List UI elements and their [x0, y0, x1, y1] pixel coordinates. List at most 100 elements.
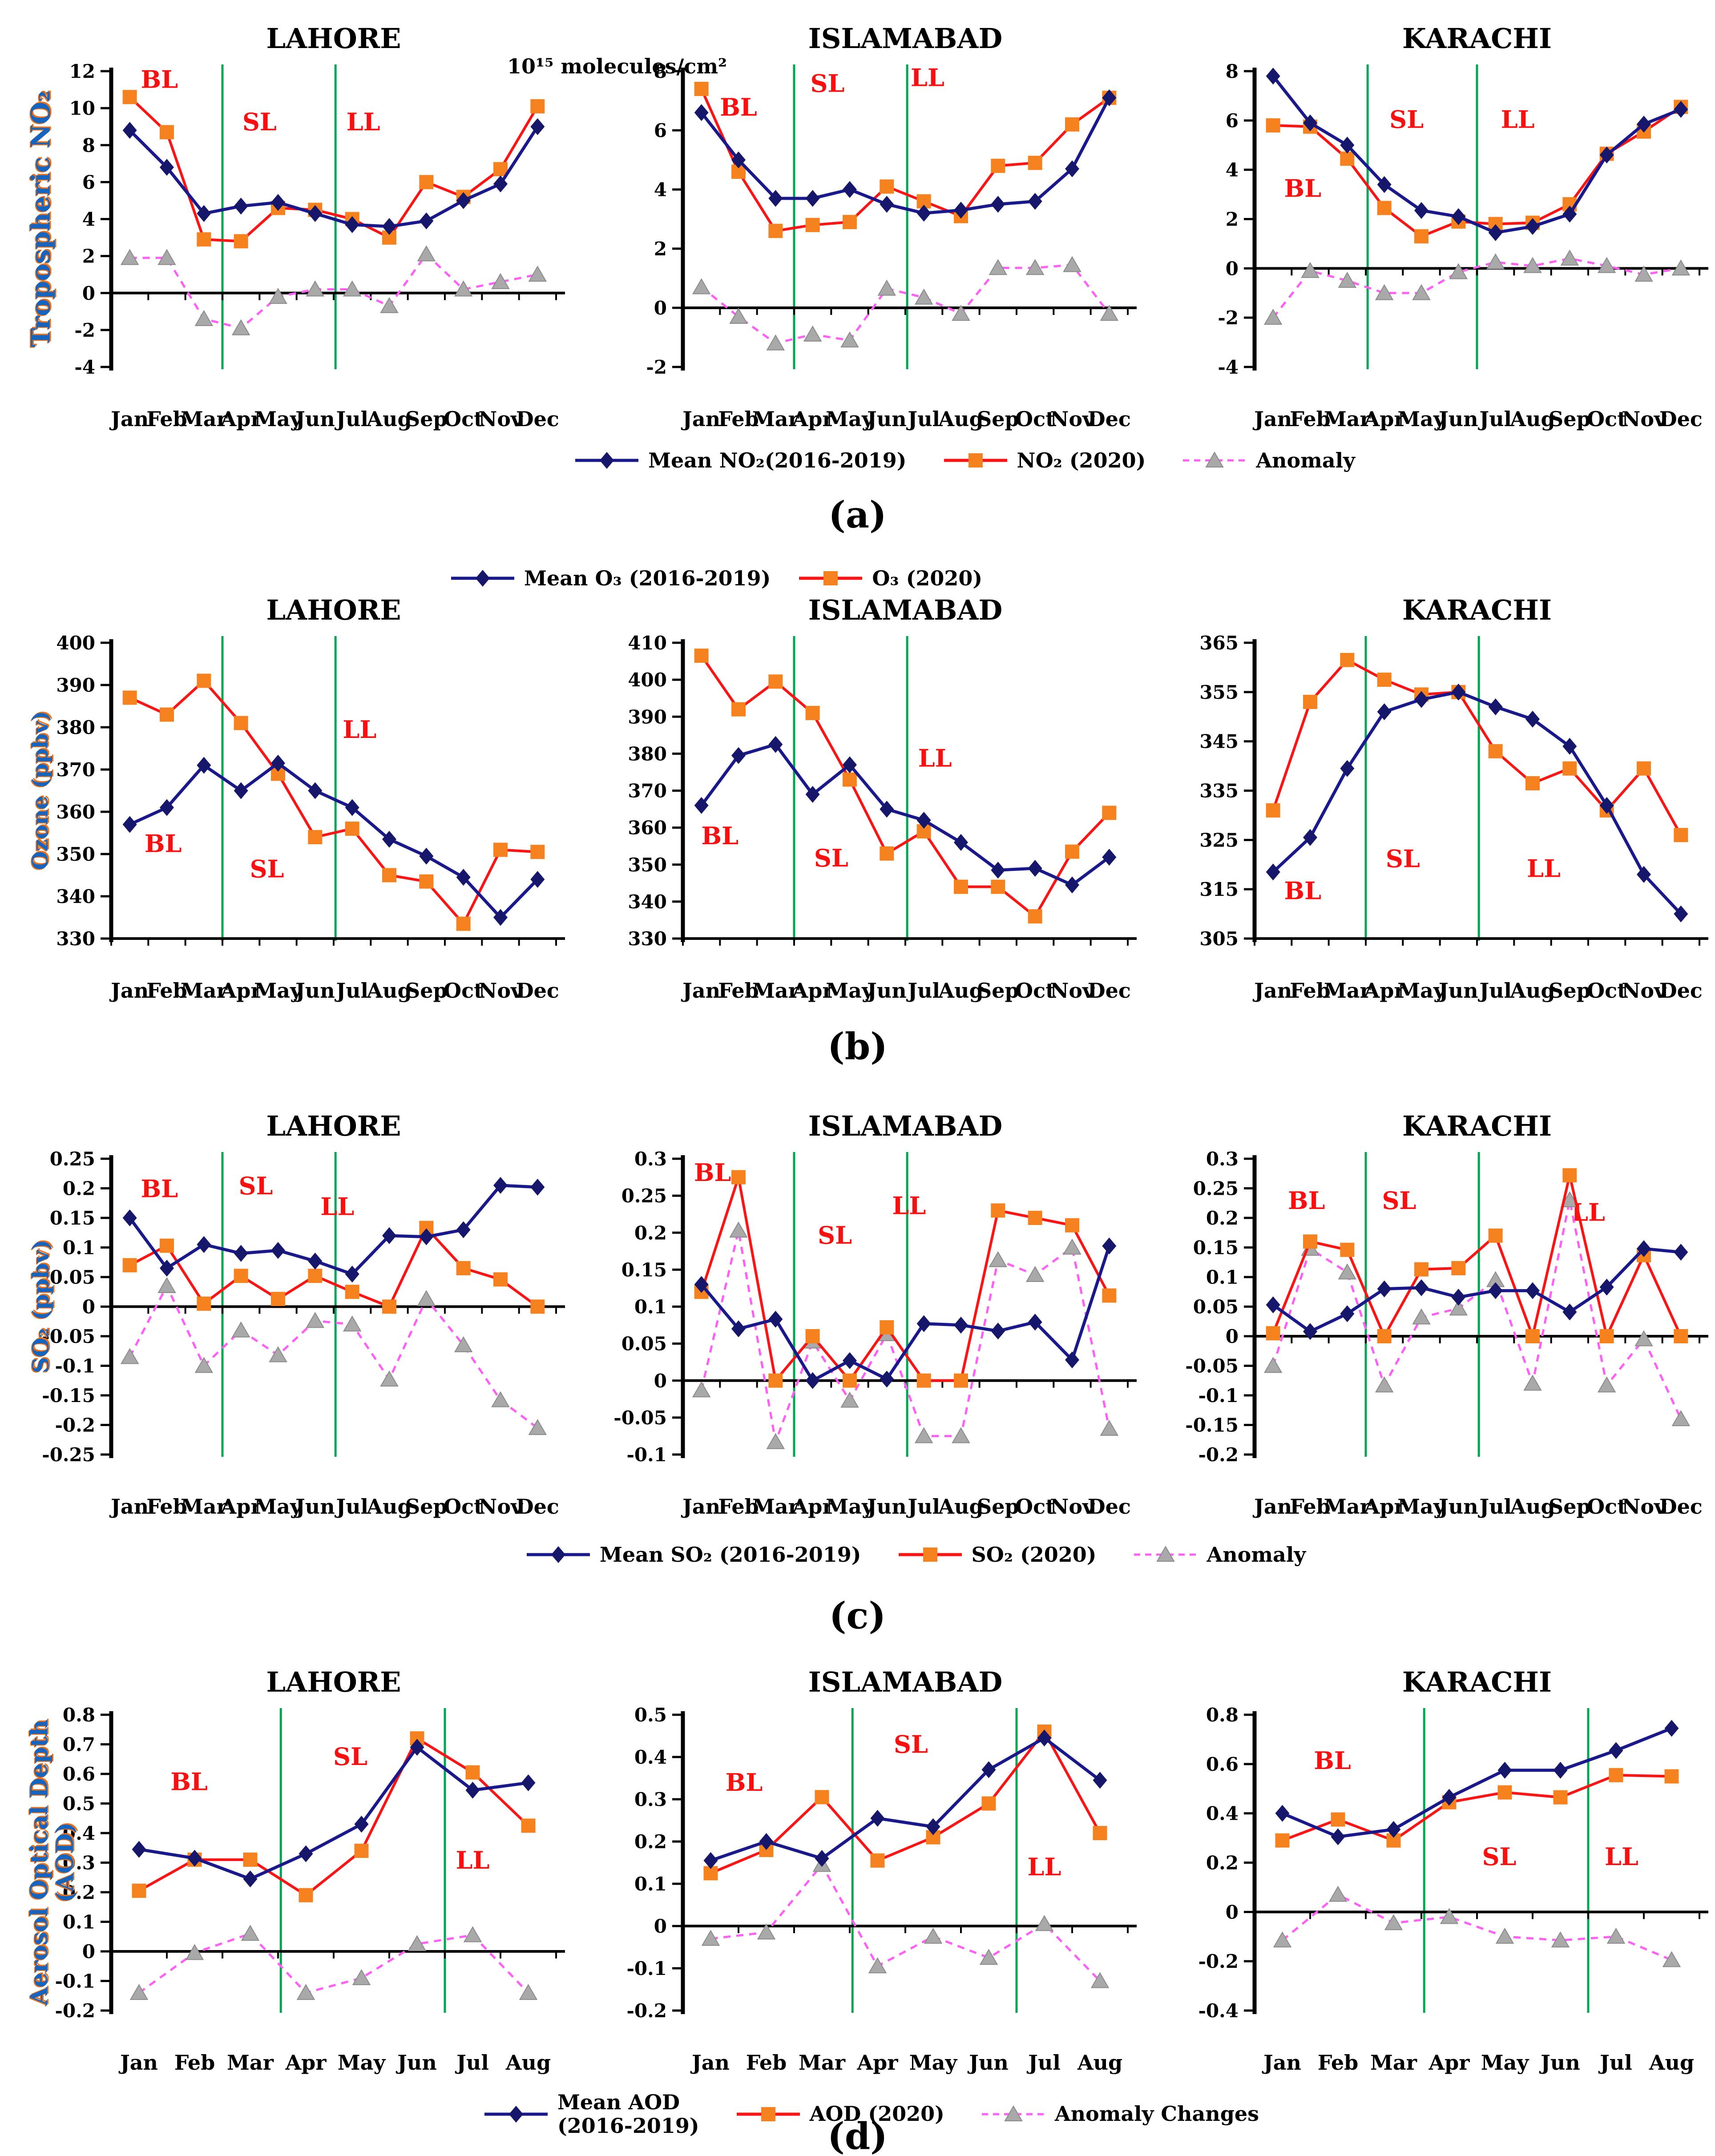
x-tick-label: Jan [681, 407, 720, 431]
region-label-bl: BL [1314, 1746, 1351, 1775]
legend-item-anomaly: Anomaly Changes [980, 2101, 1259, 2128]
x-tick-label: May [826, 979, 874, 1003]
x-tick-label: Nov [1050, 979, 1095, 1003]
region-label-sl: SL [1389, 105, 1424, 133]
y-tick-label: 0.1 [63, 1237, 95, 1259]
charts-row-ozone: LAHORE 330 340 350 360 370 380 390 400 Jan Feb Mar A… [0, 585, 1715, 1012]
x-tick-label: Jun [865, 979, 907, 1003]
x-tick-label: May [826, 1495, 874, 1519]
y-tick-label: 0.1 [634, 1296, 667, 1318]
x-tick-label: Apr [285, 2051, 327, 2075]
legend-sample-y2020-icon [898, 1547, 962, 1562]
x-tick-label: Mar [1324, 1495, 1371, 1519]
y-tick-label: 0.5 [63, 1793, 95, 1815]
x-tick-label: Jul [1477, 1495, 1512, 1519]
x-tick-label: Jan [1252, 407, 1292, 431]
x-tick-label: Mar [181, 1495, 228, 1519]
y-tick-label: 335 [1199, 780, 1239, 802]
legend-item-y2020: SO₂ (2020) [897, 1541, 1097, 1568]
region-label-sl: SL [818, 1221, 852, 1249]
x-tick-label: Mar [799, 2051, 846, 2075]
legend-item-label: AOD (2020) [809, 2102, 944, 2126]
y-tick-label: 355 [1199, 681, 1239, 703]
y-axis-label-a: Tropospheric NO₂ [25, 90, 56, 347]
charts-row-no2: LAHORE -4 -2 0 2 4 6 8 10 12 Jan Feb Mar Apr May Jun Jul… [0, 13, 1715, 440]
legend-row-aod: Mean AOD (2016-2019) AOD (2020) Anomaly Cha… [0, 2091, 1715, 2138]
y-tick-label: 0 [82, 282, 95, 304]
y-tick-label: 0 [654, 1370, 667, 1392]
y-tick-label: 2 [82, 246, 95, 267]
region-label-sl: SL [1482, 1842, 1517, 1871]
y-tick-label: 325 [1199, 829, 1239, 851]
x-tick-label: Oct [1015, 407, 1055, 431]
y-tick-label: 0.1 [1206, 1266, 1239, 1288]
y-tick-label: 0.4 [634, 1746, 667, 1768]
legend-sample-mean-icon [484, 2105, 548, 2123]
x-tick-label: May [1481, 2051, 1529, 2075]
y-tick-label: 0.3 [63, 1852, 95, 1874]
x-tick-label: Mar [752, 1495, 799, 1519]
y-axis-label-c: SO₂ (ppbv) [28, 1239, 54, 1374]
region-label-ll: LL [911, 63, 944, 92]
x-tick-label: Nov [478, 979, 523, 1003]
x-tick-label: Mar [752, 407, 799, 431]
y-tick-label: -0.1 [55, 1971, 95, 1992]
x-tick-label: Dec [1088, 407, 1131, 431]
y-tick-label: -2 [646, 356, 667, 378]
y-tick-label: 0.05 [50, 1266, 95, 1288]
x-tick-label: Nov [478, 407, 523, 431]
chart-title: LAHORE [266, 1110, 401, 1142]
y-tick-label: 0.25 [1193, 1178, 1239, 1200]
x-tick-label: Oct [444, 407, 484, 431]
figure-row-no2: LAHORE -4 -2 0 2 4 6 8 10 12 Jan Feb Mar Apr May Jun Jul… [0, 0, 1715, 549]
x-tick-label: Mar [181, 407, 228, 431]
y-tick-label: 380 [628, 743, 667, 765]
x-tick-label: Jan [690, 2051, 730, 2075]
region-label-ll: LL [347, 108, 380, 136]
x-tick-label: Feb [746, 2051, 787, 2075]
x-tick-label: Feb [1290, 407, 1331, 431]
x-tick-label: Jan [1252, 979, 1292, 1003]
y-tick-label: 0 [1226, 1326, 1239, 1347]
y-tick-label: -0.2 [1198, 1444, 1239, 1466]
x-tick-label: Jan [681, 979, 720, 1003]
y-tick-label: -0.4 [1198, 2000, 1239, 2022]
region-label-sl: SL [1382, 1186, 1416, 1215]
legend-sample-anomaly-icon [1134, 1545, 1197, 1562]
x-tick-label: Jul [906, 1495, 940, 1519]
y-tick-label: 2 [654, 238, 667, 260]
legend-item-mean: Mean NO₂(2016-2019) [573, 447, 907, 474]
x-tick-label: Apr [856, 2051, 898, 2075]
y-tick-label: -0.1 [1198, 1385, 1239, 1406]
x-tick-label: May [1397, 1495, 1446, 1519]
legend-row-no2: Mean NO₂(2016-2019) NO₂ (2020) Anomaly [0, 447, 1715, 474]
x-tick-label: Aug [938, 979, 983, 1003]
y-tick-label: -0.2 [55, 1414, 95, 1436]
region-label-sl: SL [894, 1730, 928, 1759]
x-tick-label: Dec [1659, 1495, 1703, 1519]
y-tick-label: 4 [654, 179, 667, 201]
region-label-ll: LL [892, 1192, 926, 1220]
region-label-bl: BL [720, 93, 757, 121]
x-tick-label: Dec [516, 407, 559, 431]
legend-item-mean: Mean SO₂ (2016-2019) [525, 1541, 861, 1568]
y-tick-label: -0.1 [55, 1355, 95, 1377]
legend-sample-y2020-icon [944, 453, 1007, 467]
y-tick-label: 390 [628, 706, 667, 728]
chart-d-lahore: LAHORE -0.2 -0.1 0 0.1 0.2 0.3 0.4 0.5 0.6 0.7 0.8 J… [55, 1666, 565, 2075]
x-tick-label: Dec [1088, 979, 1131, 1003]
x-tick-label: Oct [1587, 979, 1627, 1003]
y-tick-label: 8 [1226, 60, 1239, 82]
region-label-sl: SL [811, 69, 845, 98]
region-label-ll: LL [918, 744, 952, 772]
x-tick-label: Sep [977, 1495, 1019, 1519]
x-tick-label: Feb [146, 407, 187, 431]
region-label-bl: BL [170, 1768, 208, 1796]
x-tick-label: Aug [1509, 1495, 1555, 1519]
figure-row-ozone: Mean O₃ (2016-2019) O₃ (2020) LAHORE 330 34… [0, 549, 1715, 1079]
legend-item-label: Mean NO₂(2016-2019) [648, 448, 907, 472]
x-tick-label: Aug [505, 2051, 551, 2075]
x-tick-label: Nov [478, 1495, 523, 1519]
